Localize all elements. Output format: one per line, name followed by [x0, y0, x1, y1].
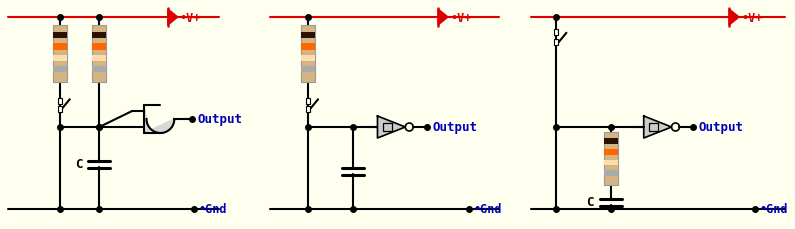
- Text: C: C: [587, 196, 594, 209]
- Bar: [383, 123, 392, 131]
- Polygon shape: [644, 117, 672, 138]
- Bar: [604, 160, 618, 166]
- Bar: [57, 98, 61, 104]
- Bar: [554, 40, 558, 46]
- Bar: [554, 30, 558, 36]
- Bar: [92, 33, 107, 39]
- Bar: [650, 123, 658, 131]
- Text: Output: Output: [197, 113, 242, 126]
- Text: •Gnd: •Gnd: [199, 203, 227, 215]
- Bar: [52, 67, 67, 73]
- Bar: [301, 67, 315, 73]
- Text: •V+: •V+: [741, 11, 762, 25]
- Bar: [604, 149, 618, 155]
- Text: •V+: •V+: [450, 11, 471, 25]
- Polygon shape: [168, 10, 178, 26]
- Bar: [306, 98, 310, 104]
- Bar: [604, 170, 618, 176]
- Bar: [306, 106, 310, 112]
- Polygon shape: [144, 106, 174, 134]
- Bar: [301, 44, 315, 50]
- Text: •Gnd: •Gnd: [760, 203, 789, 215]
- Bar: [92, 67, 107, 73]
- Polygon shape: [438, 10, 448, 26]
- Bar: [57, 106, 61, 112]
- Text: •Gnd: •Gnd: [474, 203, 502, 215]
- Bar: [604, 139, 618, 144]
- Bar: [52, 33, 67, 39]
- Bar: [52, 26, 67, 83]
- Text: Output: Output: [698, 121, 743, 134]
- Polygon shape: [729, 10, 739, 26]
- Text: C: C: [75, 158, 83, 171]
- Polygon shape: [378, 117, 405, 138]
- Bar: [92, 26, 107, 83]
- Bar: [604, 132, 618, 185]
- Text: •V+: •V+: [180, 11, 201, 25]
- Text: Output: Output: [432, 121, 477, 134]
- Bar: [301, 55, 315, 62]
- Bar: [301, 26, 315, 83]
- Bar: [92, 44, 107, 50]
- Bar: [52, 44, 67, 50]
- Bar: [301, 33, 315, 39]
- Bar: [92, 55, 107, 62]
- Bar: [52, 55, 67, 62]
